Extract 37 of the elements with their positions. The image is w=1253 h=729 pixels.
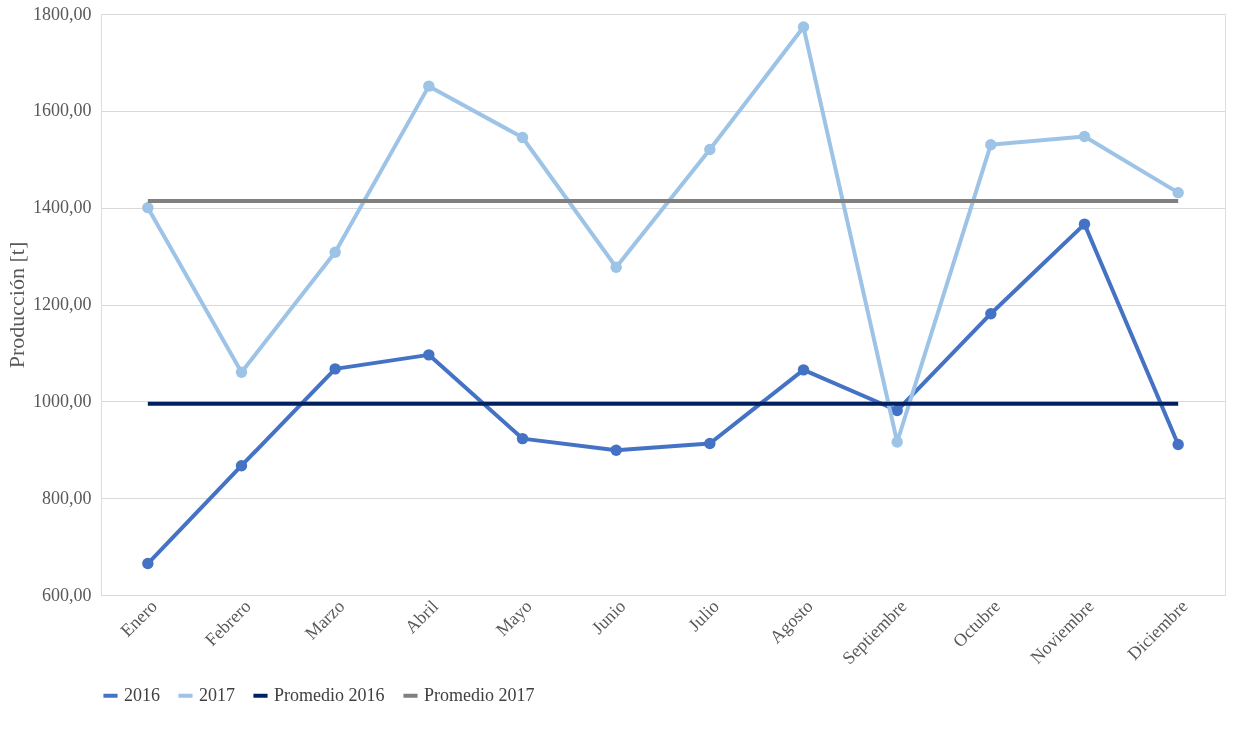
point (797, 364, 810, 376)
y-tick-label: 1000,00 (33, 390, 92, 411)
legend-label: 2017 (199, 684, 235, 705)
point (1078, 130, 1091, 143)
y-axis-title: Producción [t] (4, 241, 29, 369)
point (423, 349, 435, 361)
y-tick-label: 1400,00 (33, 197, 92, 218)
point (704, 143, 716, 156)
point (1172, 186, 1184, 199)
point (797, 21, 810, 33)
x-tick-label: Julio (684, 596, 724, 635)
point (985, 308, 997, 320)
point (235, 366, 248, 378)
y-tick-label: 600,00 (42, 584, 92, 605)
point (142, 201, 154, 214)
y-tick-label: 800,00 (42, 487, 92, 508)
point (516, 432, 529, 445)
point (142, 557, 154, 570)
y-tick-label: 1200,00 (33, 294, 92, 314)
point (610, 261, 622, 273)
point (891, 436, 903, 448)
point (985, 139, 997, 151)
y-tick-label: 1800,00 (33, 3, 92, 24)
point (516, 131, 529, 144)
legend-label: Promedio 2017 (424, 684, 535, 705)
point (704, 437, 716, 450)
point (610, 444, 622, 456)
point (1078, 218, 1091, 230)
point (891, 404, 903, 417)
point (329, 363, 341, 375)
y-tick-label: 1600,00 (33, 100, 92, 121)
point (329, 246, 341, 258)
legend-label: Promedio 2016 (274, 684, 385, 705)
point (235, 460, 248, 472)
legend-label: 2016 (124, 684, 160, 705)
point (1172, 438, 1184, 451)
point (423, 80, 435, 92)
